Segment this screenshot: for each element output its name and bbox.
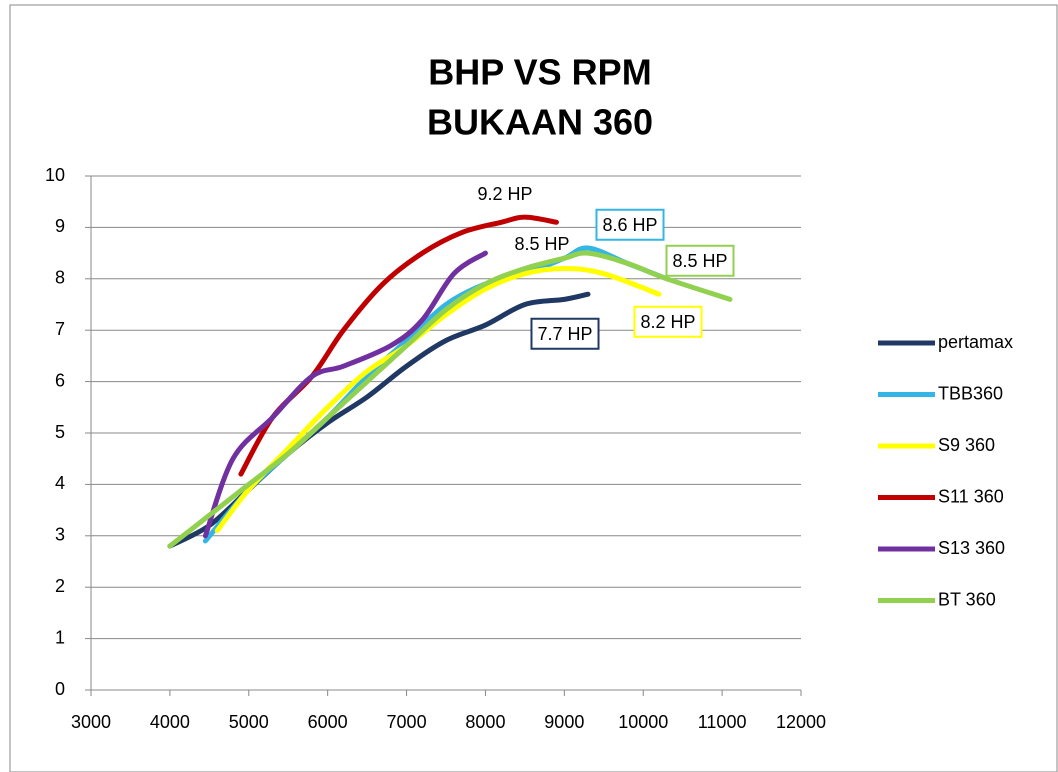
legend-label: S13 360 bbox=[938, 538, 1005, 558]
annotation-box bbox=[595, 208, 665, 241]
x-tick-label: 11000 bbox=[698, 712, 747, 732]
x-tick-label: 5000 bbox=[229, 712, 269, 732]
annotation: 8.6 HP bbox=[602, 215, 657, 235]
x-tick-label: 10000 bbox=[618, 712, 668, 732]
y-tick-label: 2 bbox=[55, 576, 65, 596]
x-tick-label: 3000 bbox=[71, 712, 111, 732]
annotation-box bbox=[665, 244, 735, 277]
legend-label: TBB360 bbox=[938, 383, 1003, 403]
chart-title: BHP VS RPM bbox=[428, 52, 651, 93]
x-tick-label: 12000 bbox=[776, 712, 826, 732]
annotation: 7.7 HP bbox=[537, 324, 592, 344]
y-tick-label: 8 bbox=[55, 268, 65, 288]
legend-label: BT 360 bbox=[938, 589, 996, 609]
y-tick-label: 0 bbox=[55, 679, 65, 699]
y-tick-label: 4 bbox=[55, 473, 65, 493]
legend-label: pertamax bbox=[938, 332, 1013, 352]
y-tick-label: 9 bbox=[55, 216, 65, 236]
x-tick-label: 6000 bbox=[308, 712, 348, 732]
annotation-box bbox=[633, 305, 703, 338]
annotation: 8.2 HP bbox=[640, 312, 695, 332]
y-tick-label: 1 bbox=[55, 627, 65, 647]
chart-frame bbox=[9, 4, 1058, 772]
annotation: 8.5 HP bbox=[514, 234, 569, 254]
legend-label: S11 360 bbox=[938, 486, 1004, 506]
annotation: 9.2 HP bbox=[477, 184, 532, 204]
y-tick-label: 10 bbox=[45, 165, 65, 185]
annotation: 8.5 HP bbox=[672, 251, 727, 271]
x-tick-label: 9000 bbox=[544, 712, 584, 732]
x-tick-label: 8000 bbox=[465, 712, 505, 732]
annotation-box bbox=[530, 317, 600, 350]
y-tick-label: 7 bbox=[55, 319, 65, 339]
y-tick-label: 3 bbox=[55, 525, 65, 545]
x-tick-label: 7000 bbox=[387, 712, 427, 732]
series-line bbox=[167, 250, 733, 549]
chart-subtitle: BUKAAN 360 bbox=[427, 102, 653, 143]
series-line bbox=[202, 250, 488, 539]
y-tick-label: 5 bbox=[55, 422, 65, 442]
x-tick-label: 4000 bbox=[150, 712, 190, 732]
y-tick-label: 6 bbox=[55, 370, 65, 390]
legend-label: S9 360 bbox=[938, 435, 995, 455]
